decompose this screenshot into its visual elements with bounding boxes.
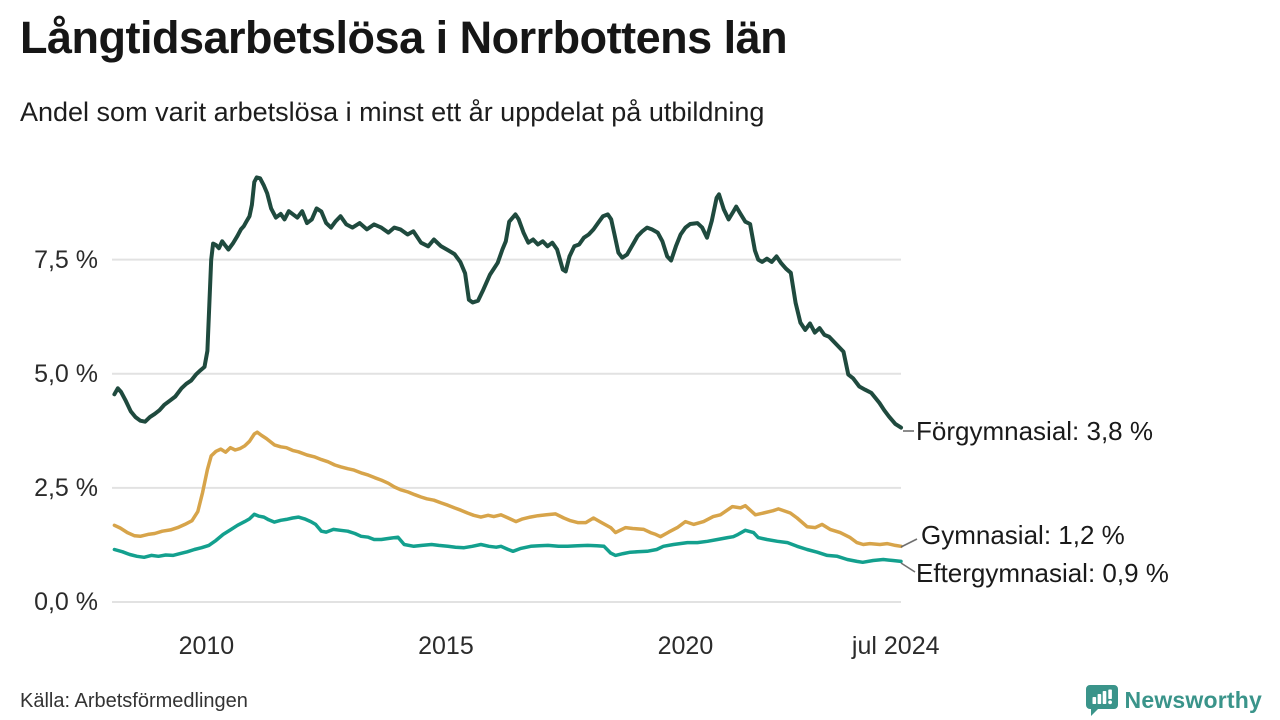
page-title: Långtidsarbetslösa i Norrbottens län [20, 12, 788, 63]
newsworthy-bubble-chart-icon [1085, 684, 1118, 717]
label-connector [900, 562, 916, 573]
y-tick-label: 2,5 % [34, 473, 98, 502]
series-line-förgymnasial [112, 175, 903, 430]
series-line-gymnasial [112, 430, 903, 549]
newsworthy-wordmark: Newsworthy [1124, 687, 1262, 713]
y-tick-label: 7,5 % [34, 245, 98, 274]
x-tick-label: 2020 [657, 632, 714, 660]
y-tick-label: 0,0 % [34, 588, 98, 616]
newsworthy-logo: Newsworthy [1085, 684, 1262, 717]
y-tick-label: 5,0 % [34, 359, 98, 388]
series-end-label-forgymnasial: Förgymnasial: 3,8 % [916, 416, 1153, 446]
x-tick-label: 2010 [178, 632, 235, 660]
series-line-eftergymnasial [112, 512, 903, 565]
series-end-label-eftergymnasial: Eftergymnasial: 0,9 % [916, 558, 1169, 588]
x-tick-label: jul 2024 [851, 632, 940, 660]
source-note: Källa: Arbetsförmedlingen [20, 690, 248, 712]
page-subtitle: Andel som varit arbetslösa i minst ett å… [20, 97, 765, 127]
label-connector [900, 538, 918, 548]
x-tick-label: 2015 [418, 632, 474, 660]
series-end-label-gymnasial: Gymnasial: 1,2 % [921, 520, 1125, 550]
